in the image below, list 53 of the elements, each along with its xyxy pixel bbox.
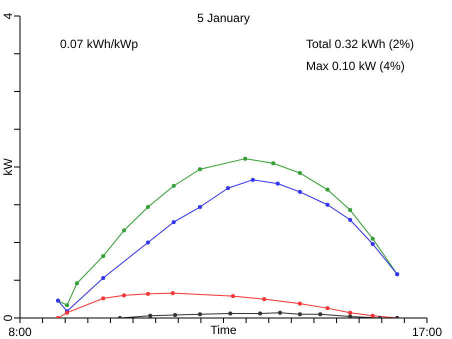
chart-title: 5 January (197, 11, 250, 25)
point (198, 205, 202, 210)
point (326, 306, 330, 310)
point (101, 276, 106, 280)
point (146, 240, 150, 244)
point (370, 236, 375, 241)
point (298, 302, 302, 306)
point (348, 310, 352, 315)
x-tick-label: 17:00 (412, 325, 442, 339)
y-tick-label: 0 (1, 314, 15, 322)
point (172, 220, 176, 224)
point (348, 208, 352, 212)
x-axis-title: Time (210, 323, 237, 337)
point (250, 178, 255, 182)
point (230, 294, 235, 298)
point (243, 156, 248, 161)
point (326, 202, 330, 207)
point (276, 182, 280, 186)
point (74, 281, 79, 286)
point (146, 205, 150, 210)
point (262, 297, 266, 302)
point (348, 314, 352, 318)
point (370, 242, 375, 246)
point (228, 311, 232, 316)
point (348, 218, 352, 222)
point (370, 314, 375, 318)
point (258, 311, 262, 316)
point (226, 186, 230, 190)
point (101, 296, 106, 300)
point (122, 228, 126, 232)
x-tick-label: 8:00 (8, 325, 32, 339)
point (198, 167, 202, 172)
point (271, 161, 276, 166)
point (101, 254, 106, 258)
annotation: 0.07 kWh/kWp (60, 37, 138, 51)
point (172, 184, 176, 188)
annotation: Max 0.10 kW (4%) (306, 59, 405, 73)
point (148, 314, 152, 318)
point (298, 312, 302, 316)
point (65, 303, 70, 308)
point (173, 312, 178, 317)
y-tick-label: 4 (1, 12, 15, 20)
annotation: Total 0.32 kWh (2%) (306, 37, 414, 51)
point (122, 293, 126, 298)
point (318, 312, 322, 316)
point (198, 312, 202, 316)
point (146, 292, 150, 296)
point (298, 171, 302, 176)
point (170, 291, 175, 296)
point (298, 190, 302, 194)
y-axis-title: kW (1, 158, 15, 176)
point (326, 188, 330, 192)
point (278, 310, 282, 315)
